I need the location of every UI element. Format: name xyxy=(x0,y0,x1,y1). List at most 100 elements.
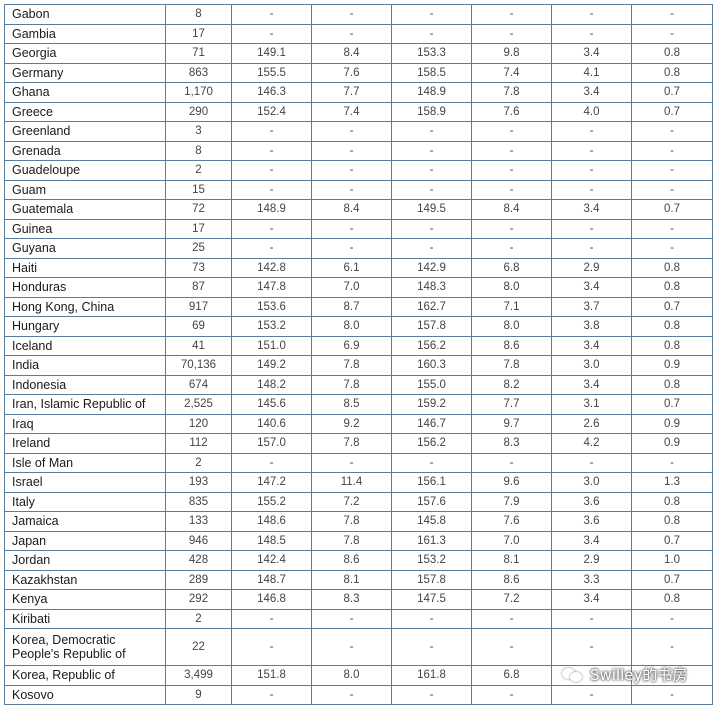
value-cell: 2.9 xyxy=(551,550,632,571)
value-cell: 8.4 xyxy=(471,199,552,220)
table-row: Kosovo 9- - - - - - xyxy=(4,684,713,705)
value-cell: 3.4 xyxy=(551,374,632,395)
value-cell: 3.1 xyxy=(551,394,632,415)
value-cell: 4.2 xyxy=(551,433,632,454)
value-cell: - xyxy=(471,4,552,25)
value-cell: 156.2 xyxy=(391,433,472,454)
value-cell: 149.5 xyxy=(391,199,472,220)
value-cell: - xyxy=(471,608,552,629)
country-cell: Indonesia xyxy=(4,374,166,395)
value-cell: - xyxy=(471,121,552,142)
value-cell: 8.4 xyxy=(311,199,392,220)
value-cell: - xyxy=(231,140,312,161)
country-cell: Israel xyxy=(4,472,166,493)
table-row: Kiribati 2- - - - - - xyxy=(4,608,713,629)
value-cell: 7.6 xyxy=(311,62,392,83)
value-cell: - xyxy=(311,628,392,666)
value-cell: - xyxy=(231,452,312,473)
value-cell: 151.0 xyxy=(231,335,312,356)
value-cell: 140.6 xyxy=(231,413,312,434)
country-cell: Honduras xyxy=(4,277,166,298)
value-cell: 158.9 xyxy=(391,101,472,122)
value-cell: 1.0 xyxy=(631,550,713,571)
value-cell: - xyxy=(471,160,552,181)
country-cell: Iceland xyxy=(4,335,166,356)
value-cell: 3.0 xyxy=(551,355,632,376)
table-row: Iran, Islamic Republic of 2,525 145.6 8.5 15… xyxy=(4,394,713,415)
value-cell: 6.8 xyxy=(471,665,552,686)
value-cell: 7.8 xyxy=(311,511,392,532)
value-cell: 3.6 xyxy=(551,511,632,532)
value-cell: 145.8 xyxy=(391,511,472,532)
value-cell: 3 xyxy=(165,121,232,142)
value-cell: 863 xyxy=(165,62,232,83)
value-cell: - xyxy=(551,452,632,473)
country-cell: Hong Kong, China xyxy=(4,296,166,317)
value-cell: - xyxy=(391,628,472,666)
value-cell: 193 xyxy=(165,472,232,493)
value-cell: 2.6 xyxy=(551,413,632,434)
value-cell: - xyxy=(311,4,392,25)
table-row: Korea, Democratic People's Republic of 22… xyxy=(4,628,713,666)
value-cell: 9.6 xyxy=(471,472,552,493)
value-cell: 3.4 xyxy=(551,589,632,610)
value-cell: - xyxy=(471,140,552,161)
value-cell: 157.6 xyxy=(391,491,472,512)
table-row: Indonesia 674 148.2 7.8 155.0 8.2 3.4 0.8 xyxy=(4,374,713,395)
value-cell: 159.2 xyxy=(391,394,472,415)
value-cell: 142.4 xyxy=(231,550,312,571)
country-cell: Kiribati xyxy=(4,608,166,629)
value-cell: 133 xyxy=(165,511,232,532)
value-cell: - xyxy=(631,140,713,161)
value-cell: - xyxy=(311,140,392,161)
value-cell: - xyxy=(311,121,392,142)
value-cell: 0.7 xyxy=(631,296,713,317)
value-cell: 146.3 xyxy=(231,82,312,103)
table-row: Iraq 120 140.6 9.2 146.7 9.7 2.6 0.9 xyxy=(4,413,713,434)
table-row: Georgia 71 149.1 8.4 153.3 9.8 3.4 0.8 xyxy=(4,43,713,64)
table-row: Germany 863 155.5 7.6 158.5 7.4 4.1 0.8 xyxy=(4,62,713,83)
value-cell: 9.8 xyxy=(471,43,552,64)
country-cell: Guatemala xyxy=(4,199,166,220)
value-cell: 87 xyxy=(165,277,232,298)
value-cell: 3.6 xyxy=(551,491,632,512)
value-cell: 8.3 xyxy=(471,433,552,454)
table-body: Gabon 8- - - - - - Gambia 17- - - - - - Georgia 71 149.1… xyxy=(4,4,713,705)
value-cell: 148.9 xyxy=(391,82,472,103)
value-cell: 8.6 xyxy=(471,569,552,590)
table-row: Ireland 112 157.0 7.8 156.2 8.3 4.2 0.9 xyxy=(4,433,713,454)
value-cell: 7.6 xyxy=(471,511,552,532)
value-cell: - xyxy=(551,238,632,259)
country-cell: Iran, Islamic Republic of xyxy=(4,394,166,415)
value-cell: 7.4 xyxy=(471,62,552,83)
value-cell: 153.2 xyxy=(231,316,312,337)
value-cell: 158.5 xyxy=(391,62,472,83)
value-cell: - xyxy=(471,179,552,200)
wechat-icon xyxy=(562,666,584,684)
value-cell: 0.7 xyxy=(631,569,713,590)
value-cell: - xyxy=(551,179,632,200)
value-cell: 8.6 xyxy=(471,335,552,356)
value-cell: - xyxy=(391,452,472,473)
value-cell: - xyxy=(311,218,392,239)
table-row: Honduras 87 147.8 7.0 148.3 8.0 3.4 0.8 xyxy=(4,277,713,298)
value-cell: 835 xyxy=(165,491,232,512)
value-cell: 72 xyxy=(165,199,232,220)
value-cell: - xyxy=(551,218,632,239)
value-cell: - xyxy=(471,684,552,705)
value-cell: - xyxy=(631,23,713,44)
value-cell: - xyxy=(231,160,312,181)
value-cell: 0.9 xyxy=(631,433,713,454)
value-cell: 2 xyxy=(165,608,232,629)
value-cell: 674 xyxy=(165,374,232,395)
value-cell: 292 xyxy=(165,589,232,610)
value-cell: 7.0 xyxy=(471,530,552,551)
value-cell: - xyxy=(391,218,472,239)
country-cell: Korea, Democratic People's Republic of xyxy=(4,628,166,666)
value-cell: 0.9 xyxy=(631,413,713,434)
table-row: Korea, Republic of 3,499 151.8 8.0 161.8 6.8 xyxy=(4,665,713,686)
value-cell: - xyxy=(231,608,312,629)
country-cell: India xyxy=(4,355,166,376)
value-cell: - xyxy=(631,684,713,705)
value-cell: 3.0 xyxy=(551,472,632,493)
